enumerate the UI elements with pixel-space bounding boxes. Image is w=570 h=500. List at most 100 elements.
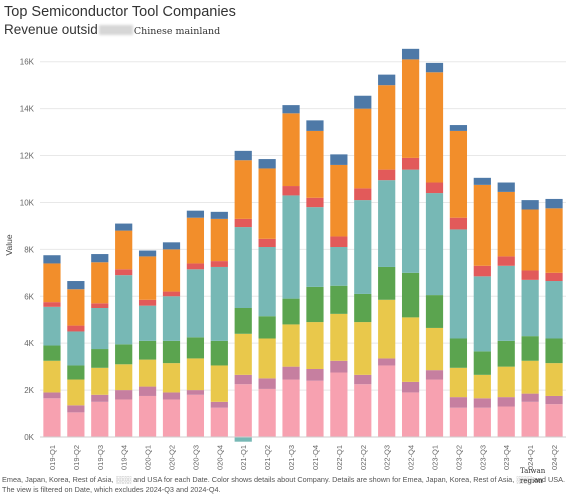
- bar-segment-teal: [234, 227, 252, 308]
- bar-segment-green: [330, 285, 348, 314]
- bar-segment-blue: [210, 211, 228, 219]
- bar-segment-rose: [306, 368, 324, 381]
- y-tick-label: 10K: [20, 198, 35, 207]
- bar-segment-orange: [282, 113, 300, 187]
- bar-segment-yellow: [91, 367, 109, 395]
- bar-segment-rose: [162, 392, 181, 400]
- bar-segment-orange: [545, 208, 563, 273]
- y-tick-label: 14K: [20, 105, 35, 114]
- bar-segment-blue: [91, 254, 109, 263]
- bar-segment-blue: [115, 223, 133, 231]
- x-tick-label: 2024-Q2: [550, 445, 559, 470]
- chart-subtitle: Revenue outsid Chinese mainland: [4, 21, 220, 41]
- bar-segment-blue: [306, 120, 324, 131]
- bar-segment-green: [115, 344, 133, 365]
- bar-segment-yellow: [473, 374, 491, 399]
- x-tick-label: 2020-Q3: [191, 445, 200, 470]
- bar-segment-yellow: [115, 364, 133, 391]
- bar-segment-green: [521, 336, 539, 361]
- bar-segment-blue: [497, 182, 515, 192]
- bar-segment-blue: [67, 281, 85, 290]
- bar-segment-teal: [162, 296, 181, 341]
- bar-segment-pink: [282, 379, 300, 437]
- bar-segment-teal: [306, 207, 324, 287]
- bar-segment-pink: [43, 398, 61, 437]
- footnote-stamp: Taiwan region: [520, 467, 546, 485]
- bar-segment-red: [449, 217, 468, 230]
- bar-segment-pink: [449, 407, 468, 437]
- bar-segment-teal: [43, 306, 61, 346]
- bar-segment-pink: [354, 384, 372, 437]
- bar-segment-blue: [521, 200, 539, 210]
- y-axis-title: Value: [4, 234, 14, 255]
- bar-segment-pink: [401, 392, 420, 437]
- bar-segment-green: [378, 266, 396, 300]
- redaction-blur: [98, 25, 133, 36]
- stacked-bar-chart: 0K 2K 4K 6K 8K 10K 12K 14K 16K Value 2019-Q1 2019-Q…: [4, 48, 566, 470]
- bar-segment-rose: [282, 366, 300, 380]
- x-tick-label: 2023-Q3: [478, 445, 487, 470]
- bar-segment-yellow: [521, 360, 539, 394]
- footnote: Taiwan region Emea, Japan, Korea, Rest o…: [2, 467, 568, 495]
- x-tick-label: 2022-Q2: [359, 445, 368, 470]
- x-tick-label: 2019-Q1: [48, 445, 57, 470]
- bar-segment-green: [234, 308, 252, 334]
- bar-segment-red: [425, 182, 444, 194]
- bar-segment-negative: [234, 437, 252, 442]
- bar-segment-rose: [425, 370, 444, 380]
- bar-segment-pink: [378, 365, 396, 437]
- x-tick-label: 2022-Q4: [407, 445, 416, 470]
- bar-segment-rose: [234, 374, 252, 385]
- bar-segment-green: [425, 295, 444, 328]
- bar-segment-rose: [138, 386, 157, 396]
- bar-segment-blue: [234, 150, 252, 161]
- bar-segment-red: [378, 169, 396, 181]
- x-tick-label: 2021-Q2: [263, 445, 272, 470]
- bar-segment-red: [234, 218, 252, 228]
- bar-segment-red: [306, 197, 324, 208]
- bar-segment-teal: [497, 265, 515, 341]
- bar-segment-orange: [425, 72, 444, 183]
- bar-segment-blue: [330, 154, 348, 165]
- bar-segment-teal: [401, 169, 420, 273]
- bar-segment-red: [138, 299, 157, 306]
- x-tick-label: 2021-Q4: [311, 445, 320, 470]
- bar-segment-blue: [425, 62, 444, 73]
- bar-segment-orange: [186, 217, 205, 264]
- x-tick-label: 2023-Q1: [431, 445, 440, 470]
- bar-segment-yellow: [43, 360, 61, 393]
- bar-segment-teal: [449, 229, 468, 339]
- footnote-text: Emea, Japan, Korea, Rest of Asia, ░░░ an…: [2, 475, 566, 494]
- bar-segment-pink: [67, 412, 85, 437]
- bar-segment-pink: [473, 407, 491, 437]
- bar-segment-orange: [378, 85, 396, 170]
- x-tick-label: 2019-Q2: [72, 445, 81, 470]
- bar-segment-yellow: [545, 363, 563, 396]
- bar-segment-yellow: [234, 333, 252, 375]
- bar-segment-red: [91, 303, 109, 308]
- bar-segment-yellow: [401, 317, 420, 382]
- bar-segment-pink: [306, 380, 324, 437]
- bar-segment-yellow: [186, 358, 205, 391]
- x-tick-label: 2020-Q4: [215, 445, 224, 470]
- bar-segment-orange: [138, 256, 157, 300]
- bar-segment-yellow: [449, 367, 468, 398]
- bar-segment-blue: [449, 125, 468, 131]
- bar-segment-yellow: [497, 366, 515, 398]
- subtitle-stamp: Chinese mainland: [133, 26, 221, 37]
- bar-segment-blue: [545, 198, 563, 209]
- bar-segment-pink: [497, 406, 515, 437]
- bar-segment-red: [497, 256, 515, 266]
- x-tick-label: 2021-Q3: [287, 445, 296, 470]
- x-tick-label: 2019-Q3: [96, 445, 105, 470]
- bar-segment-rose: [210, 401, 228, 408]
- bar-segment-orange: [234, 160, 252, 219]
- bar-segment-yellow: [330, 313, 348, 361]
- bar-segment-red: [115, 269, 133, 276]
- bar-segment-orange: [306, 130, 324, 198]
- bar-segment-orange: [67, 289, 85, 326]
- bar-segment-orange: [330, 164, 348, 237]
- bar-segment-orange: [210, 218, 228, 262]
- x-tick-label: 2022-Q1: [335, 445, 344, 470]
- bar-segment-orange: [43, 263, 61, 303]
